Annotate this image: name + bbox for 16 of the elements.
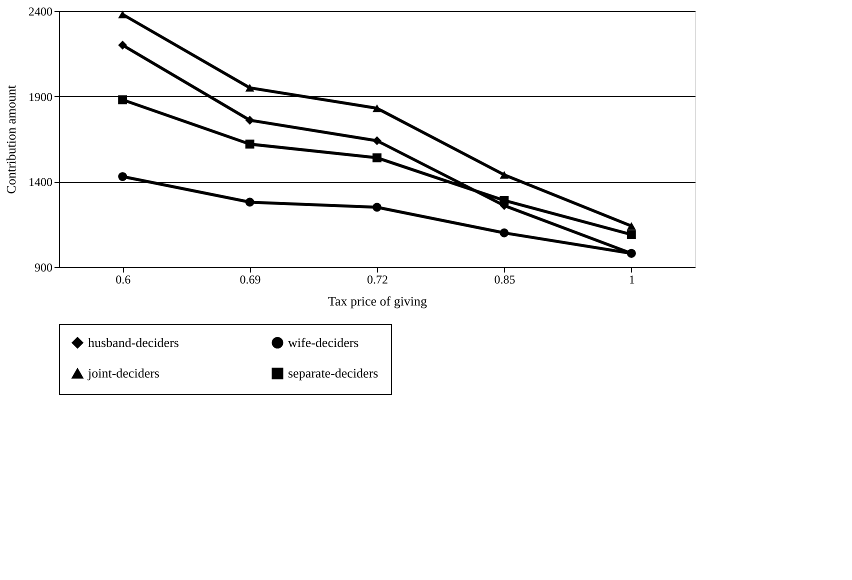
legend-label: joint-deciders <box>87 366 160 380</box>
legend-label: wife-deciders <box>288 334 359 350</box>
x-tick-label: 0.85 <box>494 272 516 286</box>
legend-label: separate-deciders <box>288 366 378 380</box>
x-tick-label: 0.72 <box>367 272 388 286</box>
y-tick-label: 1900 <box>28 90 52 104</box>
y-tick-label: 2400 <box>28 4 52 18</box>
x-tick-label: 0.69 <box>240 272 261 286</box>
point <box>626 248 636 258</box>
y-tick-label: 900 <box>34 260 52 274</box>
x-axis-title: Tax price of giving <box>328 294 428 308</box>
y-tick-label: 1400 <box>28 175 52 190</box>
y-axis-title: Contribution amount <box>4 84 18 194</box>
x-tick-label: 0.6 <box>116 272 131 286</box>
legend-label: husband-deciders <box>88 334 179 350</box>
x-tick-label: 1 <box>628 272 635 286</box>
